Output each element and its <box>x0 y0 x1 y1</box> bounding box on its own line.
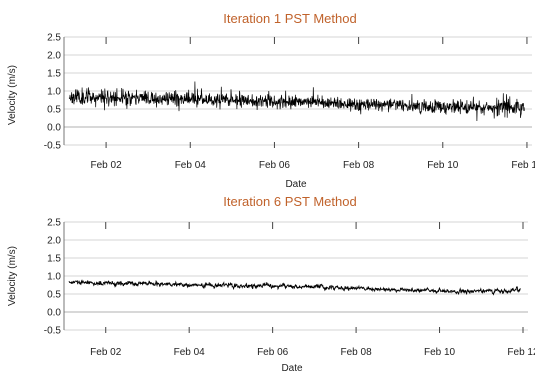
y-tick-label: -0.5 <box>44 141 62 152</box>
x-ticks: Feb 02 Feb 04 Feb 06 Feb 08 Feb 10 Feb 12 <box>91 37 535 171</box>
x-axis-label: Date <box>281 363 303 373</box>
y-axis-label: Velocity (m/s) <box>7 246 18 306</box>
x-axis-label: Date <box>285 179 307 190</box>
x-ticks: Feb 02 Feb 04 Feb 06 Feb 08 Feb 10 Feb 12 <box>90 222 535 358</box>
y-tick-label: 0.5 <box>47 105 61 116</box>
x-tick-label: Feb 12 <box>507 347 535 358</box>
x-tick-label: Feb 06 <box>257 347 289 358</box>
y-ticks: 2.5 2.0 1.5 1.0 0.5 0.0 -0.5 <box>44 218 62 337</box>
x-tick-label: Feb 10 <box>424 347 456 358</box>
y-tick-label: 1.0 <box>47 87 61 98</box>
x-tick-label: Feb 04 <box>174 347 206 358</box>
y-tick-label: 1.0 <box>47 272 61 283</box>
y-tick-label: 2.0 <box>47 236 61 247</box>
gridlines <box>63 221 528 331</box>
y-tick-label: 2.5 <box>47 33 61 44</box>
x-tick-label: Feb 08 <box>343 160 375 171</box>
y-tick-label: 2.5 <box>47 218 61 229</box>
y-tick-label: 0.0 <box>47 308 61 319</box>
x-tick-label: Feb 12 <box>511 160 535 171</box>
chart-iteration-1: Iteration 1 PST Method Velocity (m/s) Da… <box>7 11 535 190</box>
y-axis-label: Velocity (m/s) <box>7 65 18 125</box>
x-tick-label: Feb 02 <box>90 347 122 358</box>
gridlines <box>63 36 532 146</box>
chart-title: Iteration 1 PST Method <box>223 11 356 26</box>
y-tick-label: 0.0 <box>47 123 61 134</box>
velocity-series-line <box>68 279 521 296</box>
x-tick-label: Feb 02 <box>91 160 123 171</box>
chart-iteration-6: Iteration 6 PST Method Velocity (m/s) Da… <box>7 194 535 373</box>
velocity-series-line <box>68 81 525 122</box>
y-ticks: 2.5 2.0 1.5 1.0 0.5 0.0 -0.5 <box>44 33 62 152</box>
y-tick-label: 0.5 <box>47 290 61 301</box>
x-tick-label: Feb 06 <box>259 160 291 171</box>
y-tick-label: -0.5 <box>44 326 62 337</box>
x-tick-label: Feb 04 <box>175 160 207 171</box>
x-tick-label: Feb 10 <box>427 160 459 171</box>
y-tick-label: 2.0 <box>47 51 61 62</box>
chart-title: Iteration 6 PST Method <box>223 194 356 209</box>
y-tick-label: 1.5 <box>47 69 61 80</box>
y-tick-label: 1.5 <box>47 254 61 265</box>
x-tick-label: Feb 08 <box>341 347 373 358</box>
